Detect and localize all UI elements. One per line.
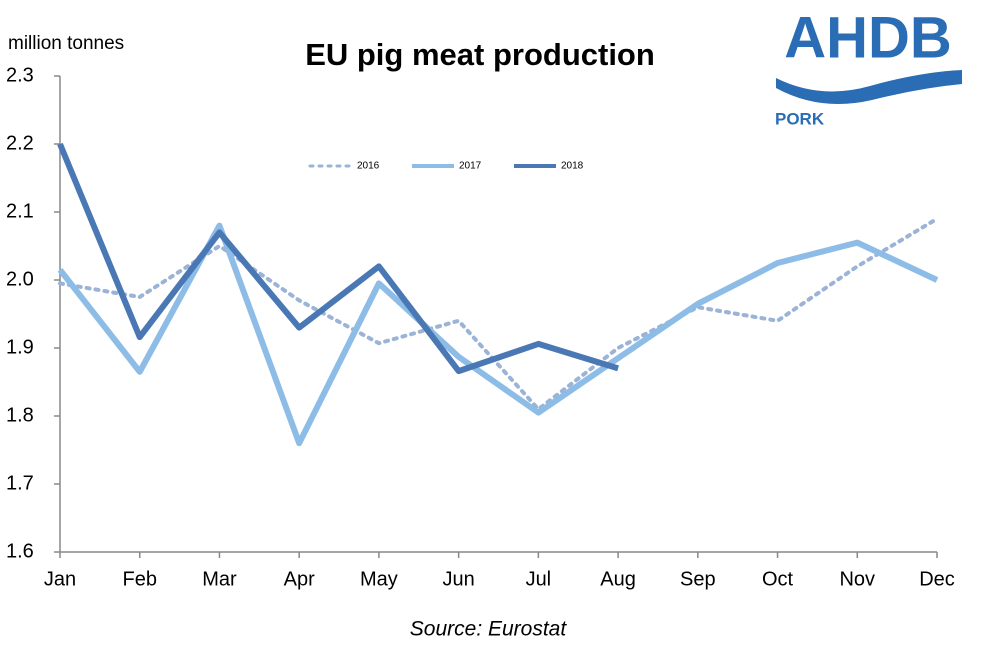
series-line xyxy=(58,216,939,412)
source: Source: Eurostat xyxy=(410,618,568,641)
x-tick-label: Jun xyxy=(443,568,475,590)
x-tick-label: Oct xyxy=(762,568,794,590)
y-tick-label: 2.3 xyxy=(6,64,34,86)
y-tick-label: 1.9 xyxy=(6,336,34,358)
legend-label: 2016 xyxy=(357,161,380,172)
legend-label: 2017 xyxy=(459,161,482,172)
series-line xyxy=(57,142,619,375)
logo: AHDB PORK xyxy=(775,5,962,128)
y-tick-label: 1.8 xyxy=(6,404,34,426)
y-tick-label: 2.1 xyxy=(6,200,34,222)
y-tick-label: 2.0 xyxy=(6,268,34,290)
x-tick-label: Aug xyxy=(600,568,636,590)
logo-swoosh xyxy=(776,70,962,104)
y-tick-label: 2.2 xyxy=(6,132,34,154)
x-tick-label: May xyxy=(360,568,398,590)
series-line xyxy=(57,222,939,447)
x-tick-label: Feb xyxy=(122,568,156,590)
y-axis-label: million tonnes xyxy=(8,33,124,54)
logo-name: AHDB xyxy=(784,5,952,70)
x-tick-label: Jul xyxy=(526,568,552,590)
x-tick-label: Sep xyxy=(680,568,716,590)
chart-title: EU pig meat production xyxy=(305,37,655,72)
x-tick-label: Mar xyxy=(202,568,237,590)
logo-division: PORK xyxy=(775,109,825,128)
y-tick-label: 1.6 xyxy=(6,540,34,562)
x-tick-label: Apr xyxy=(284,568,315,590)
x-tick-label: Nov xyxy=(839,568,875,590)
x-tick-label: Jan xyxy=(44,568,76,590)
x-tick-label: Dec xyxy=(919,568,955,590)
y-tick-label: 1.7 xyxy=(6,472,34,494)
legend-label: 2018 xyxy=(561,161,584,172)
